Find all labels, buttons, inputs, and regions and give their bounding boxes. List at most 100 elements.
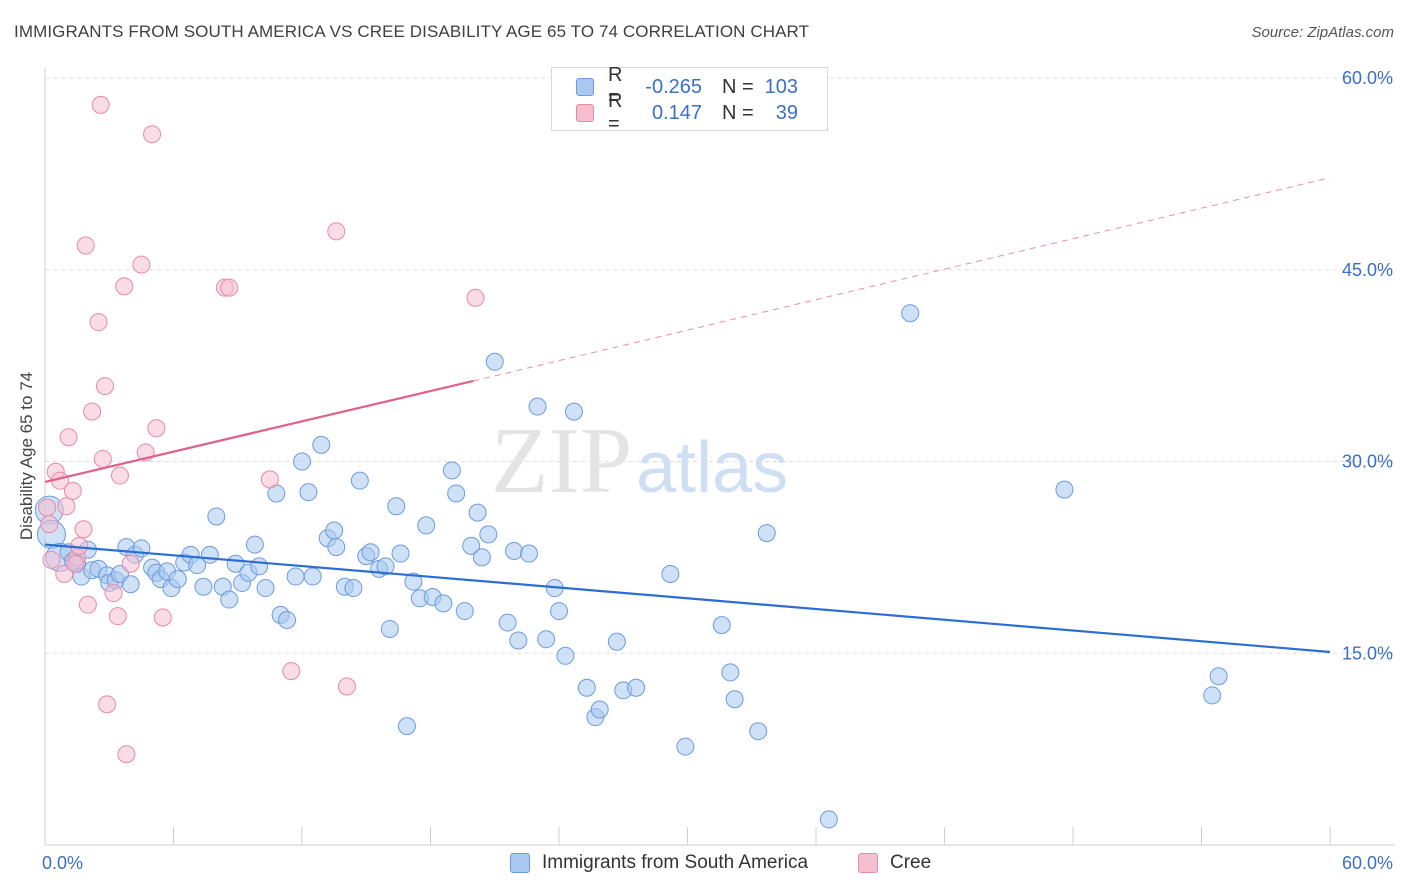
data-point-immigrants bbox=[537, 630, 556, 649]
series-immigrants-points bbox=[34, 304, 1228, 829]
data-point-immigrants bbox=[520, 544, 539, 563]
data-point-cree bbox=[63, 481, 82, 500]
legend-n-value: 39 bbox=[775, 101, 798, 124]
correlation-legend: R = -0.265 N = 103 R = 0.147 N = 39 bbox=[551, 64, 828, 135]
data-point-immigrants bbox=[207, 507, 226, 526]
y-tick-label: 60.0% bbox=[1342, 68, 1393, 88]
data-point-immigrants bbox=[564, 402, 583, 421]
data-point-immigrants bbox=[387, 497, 406, 516]
data-point-cree bbox=[59, 428, 78, 447]
legend-n-label: N = bbox=[722, 75, 754, 98]
data-point-immigrants bbox=[250, 557, 269, 576]
data-point-immigrants bbox=[661, 564, 680, 583]
series-cree-points bbox=[38, 95, 485, 764]
legend-swatch-blue bbox=[576, 78, 594, 96]
data-point-immigrants bbox=[676, 737, 695, 756]
watermark: ZIP atlas bbox=[491, 409, 788, 513]
x-tick-label: 0.0% bbox=[42, 853, 83, 873]
data-point-cree bbox=[153, 608, 172, 627]
data-point-immigrants bbox=[712, 616, 731, 635]
legend-label-immigrants: Immigrants from South America bbox=[542, 852, 809, 873]
data-point-immigrants bbox=[590, 700, 609, 719]
watermark-zip: ZIP bbox=[491, 409, 632, 513]
data-point-immigrants bbox=[220, 590, 239, 609]
data-point-immigrants bbox=[462, 536, 481, 555]
series-legend: Immigrants from South America Cree bbox=[0, 852, 1406, 878]
legend-item-cree: Cree bbox=[858, 852, 931, 874]
data-point-cree bbox=[282, 662, 301, 681]
data-point-immigrants bbox=[132, 539, 151, 558]
data-point-cree bbox=[78, 595, 97, 614]
data-point-cree bbox=[466, 288, 485, 307]
data-point-immigrants bbox=[528, 397, 547, 416]
data-point-immigrants bbox=[380, 619, 399, 638]
chart-title: IMMIGRANTS FROM SOUTH AMERICA VS CREE DI… bbox=[14, 22, 810, 41]
data-point-immigrants bbox=[168, 570, 187, 589]
data-point-cree bbox=[95, 377, 114, 396]
data-point-cree bbox=[40, 515, 59, 534]
data-point-cree bbox=[143, 125, 162, 144]
legend-r-value: 0.147 bbox=[651, 101, 702, 124]
data-point-immigrants bbox=[607, 632, 626, 651]
legend-row-immigrants: R = -0.265 N = 103 bbox=[576, 64, 798, 109]
legend-n-label: N = bbox=[722, 101, 754, 124]
data-point-immigrants bbox=[479, 525, 498, 544]
data-point-cree bbox=[89, 313, 108, 332]
y-axis-label: Disability Age 65 to 74 bbox=[17, 372, 36, 540]
data-point-cree bbox=[220, 278, 239, 297]
data-point-immigrants bbox=[200, 545, 219, 564]
data-point-cree bbox=[91, 95, 110, 114]
trend-line-immigrants bbox=[44, 543, 1331, 654]
legend-label-cree: Cree bbox=[890, 852, 932, 873]
trend-lines bbox=[44, 177, 1331, 654]
tick-labels: 15.0% 30.0% 45.0% 60.0% 0.0% 60.0% bbox=[42, 68, 1393, 873]
data-point-immigrants bbox=[434, 594, 453, 613]
data-point-cree bbox=[74, 520, 93, 539]
data-point-cree bbox=[337, 677, 356, 696]
data-point-cree bbox=[38, 498, 57, 517]
data-point-immigrants bbox=[1203, 686, 1222, 705]
data-point-immigrants bbox=[344, 579, 363, 598]
data-point-immigrants bbox=[286, 567, 305, 586]
trend-line-cree bbox=[44, 379, 474, 484]
data-point-cree bbox=[132, 255, 151, 274]
data-point-immigrants bbox=[556, 646, 575, 665]
data-point-immigrants bbox=[404, 572, 423, 591]
data-point-immigrants bbox=[505, 541, 524, 560]
legend-r-label: R = bbox=[608, 90, 623, 135]
x-tick-label: 60.0% bbox=[1342, 853, 1393, 873]
data-point-immigrants bbox=[256, 579, 275, 598]
y-tick-label: 30.0% bbox=[1342, 452, 1393, 472]
data-point-immigrants bbox=[361, 543, 380, 562]
data-point-immigrants bbox=[376, 557, 395, 576]
legend-swatch-pink bbox=[858, 853, 878, 873]
data-point-immigrants bbox=[303, 567, 322, 586]
data-point-cree bbox=[93, 449, 112, 468]
data-point-immigrants bbox=[468, 503, 487, 522]
data-point-cree bbox=[65, 554, 84, 573]
data-point-immigrants bbox=[819, 810, 838, 829]
data-point-immigrants bbox=[278, 611, 297, 630]
data-point-immigrants bbox=[312, 435, 331, 454]
legend-r-label: R = bbox=[608, 64, 623, 109]
data-point-immigrants bbox=[725, 690, 744, 709]
data-point-cree bbox=[76, 236, 95, 255]
data-point-immigrants bbox=[472, 548, 491, 567]
data-point-cree bbox=[83, 402, 102, 421]
data-point-immigrants bbox=[442, 461, 461, 480]
data-point-immigrants bbox=[627, 678, 646, 697]
data-point-immigrants bbox=[498, 613, 517, 632]
data-point-cree bbox=[115, 277, 134, 296]
data-point-immigrants bbox=[417, 516, 436, 535]
y-tick-label: 45.0% bbox=[1342, 260, 1393, 280]
data-point-cree bbox=[147, 419, 166, 438]
data-point-immigrants bbox=[299, 483, 318, 502]
data-point-immigrants bbox=[391, 544, 410, 563]
data-point-immigrants bbox=[1055, 480, 1074, 499]
data-point-cree bbox=[57, 497, 76, 516]
data-point-immigrants bbox=[550, 602, 568, 621]
data-point-immigrants bbox=[757, 524, 776, 543]
data-point-immigrants bbox=[293, 452, 311, 471]
data-point-cree bbox=[327, 222, 346, 241]
